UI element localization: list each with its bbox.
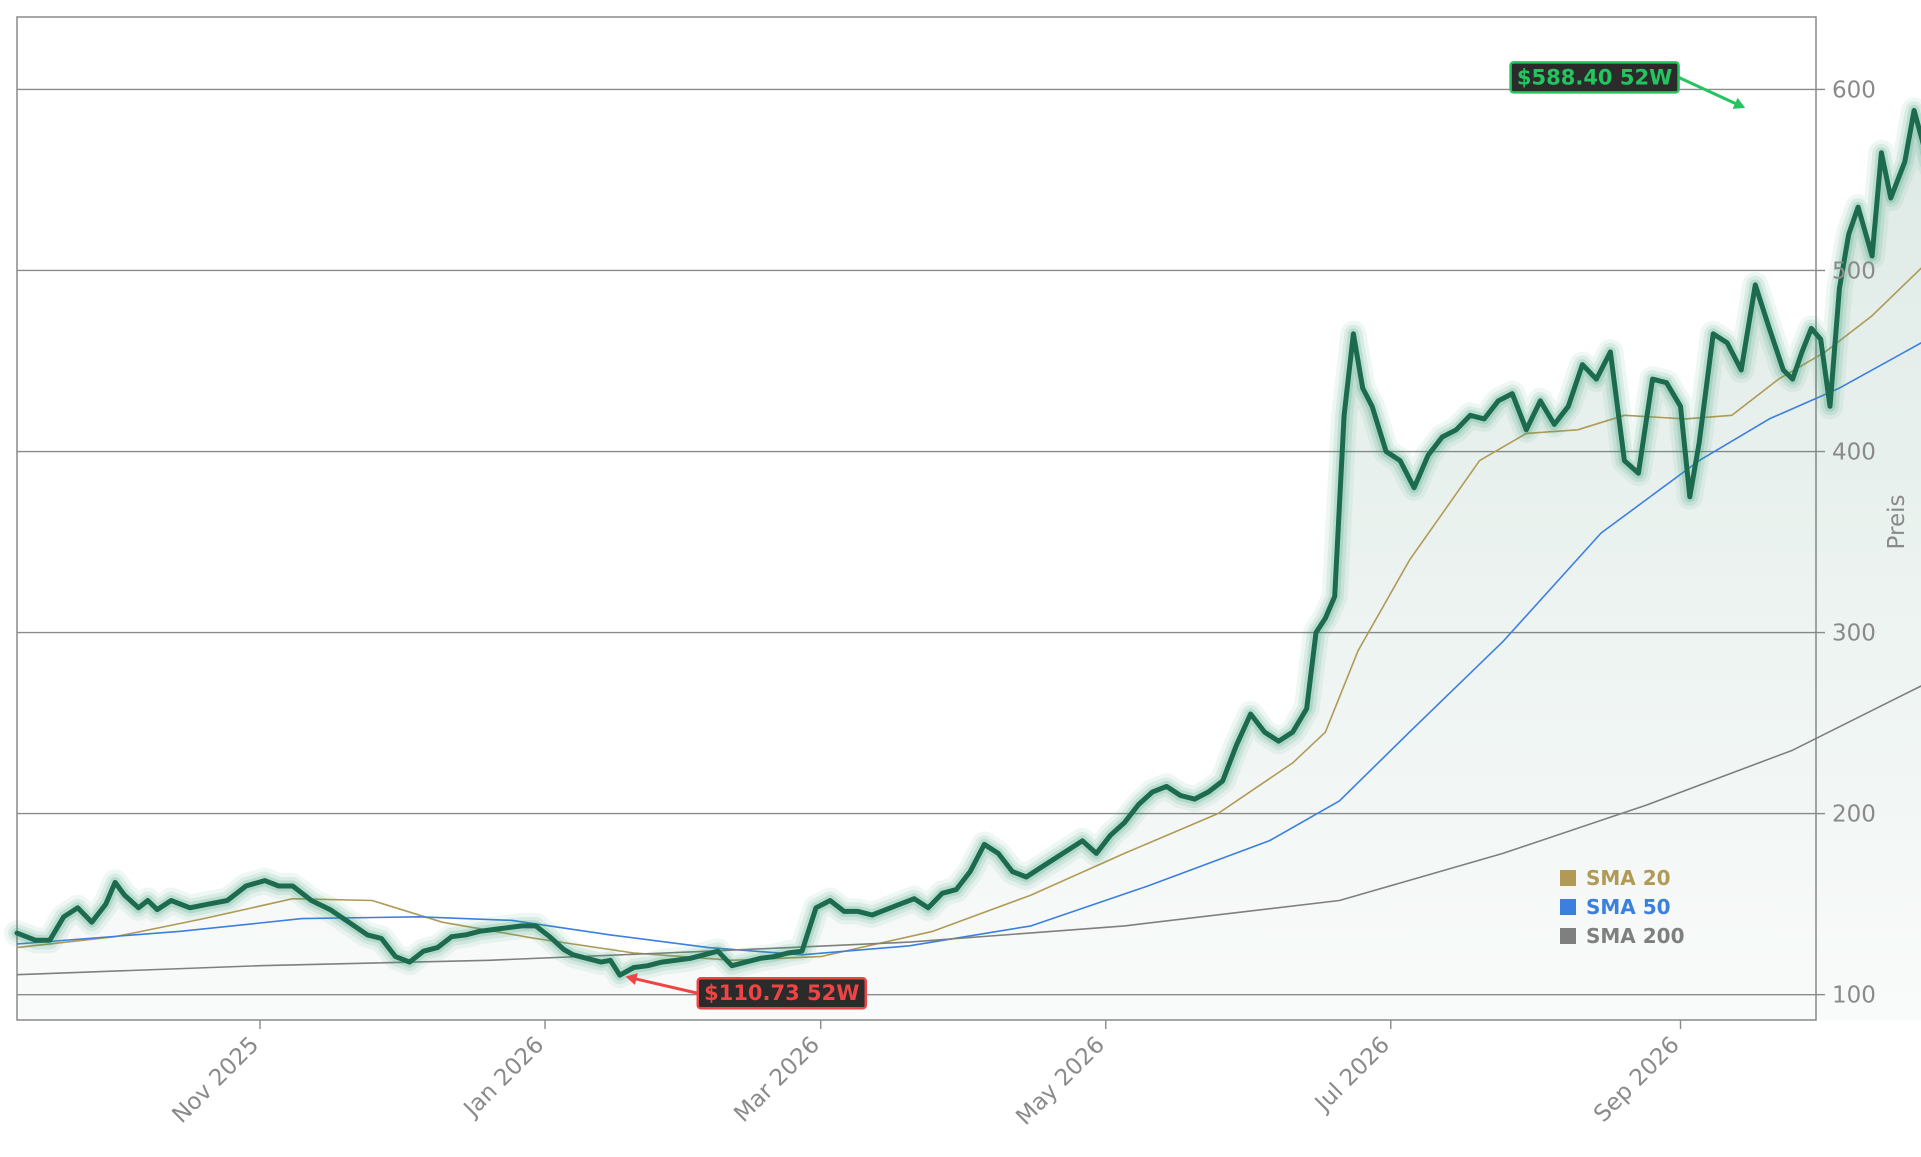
y-tick-label-600: 600: [1832, 77, 1876, 103]
x-axis: Nov 2025 Jan 2026 Mar 2026 May 2026 Jul 2026…: [168, 1020, 1685, 1130]
x-tick-label: Jan 2026: [458, 1032, 549, 1123]
x-tick-label: Nov 2025: [168, 1032, 265, 1129]
annotation-arrow-head: [1732, 97, 1746, 109]
series-sma-50: [16, 342, 1921, 956]
y-axis: Preis 100 200 300 400 500 600: [1816, 77, 1910, 1009]
x-tick-label: May 2026: [1011, 1032, 1110, 1131]
price-area: [17, 110, 1921, 1020]
x-tick-label: Jul 2026: [1309, 1032, 1395, 1118]
price-area-fill: [17, 110, 1921, 1020]
y-tick-label-300: 300: [1832, 621, 1876, 647]
price-series: [4, 97, 1921, 989]
price-line: [14, 107, 1921, 978]
legend-label: SMA 50: [1586, 895, 1671, 919]
legend-swatch-sma-20: [1560, 870, 1576, 886]
annotation-high: $588.40 52W: [1509, 61, 1746, 109]
x-tick-label: Sep 2026: [1589, 1032, 1685, 1128]
annotations: $588.40 52W $110.73 52W: [625, 61, 1746, 1010]
x-tick-label: Mar 2026: [729, 1032, 825, 1128]
annotation-box: [696, 976, 868, 1010]
y-tick-label-500: 500: [1832, 258, 1876, 284]
annotation-low: $110.73 52W: [625, 973, 868, 1010]
annotation-label: $110.73 52W: [704, 981, 859, 1005]
y-tick-label-100: 100: [1832, 983, 1876, 1009]
legend: SMA 20 SMA 50 SMA 200: [1560, 866, 1685, 948]
annotation-label: $588.40 52W: [1517, 65, 1672, 89]
annotation-box: [1509, 61, 1680, 94]
y-axis-title: Preis: [1884, 495, 1910, 550]
legend-swatch-sma-50: [1560, 899, 1576, 915]
y-tick-label-200: 200: [1832, 802, 1876, 828]
annotation-arrow-line: [1677, 76, 1739, 106]
legend-swatch-sma-200: [1560, 928, 1576, 944]
annotation-arrow-line: [633, 976, 699, 995]
y-tick-label-400: 400: [1832, 440, 1876, 466]
series-sma-20: [16, 267, 1921, 962]
annotation-arrow-head: [625, 973, 638, 985]
legend-label: SMA 20: [1586, 866, 1671, 890]
legend-label: SMA 200: [1586, 924, 1685, 948]
